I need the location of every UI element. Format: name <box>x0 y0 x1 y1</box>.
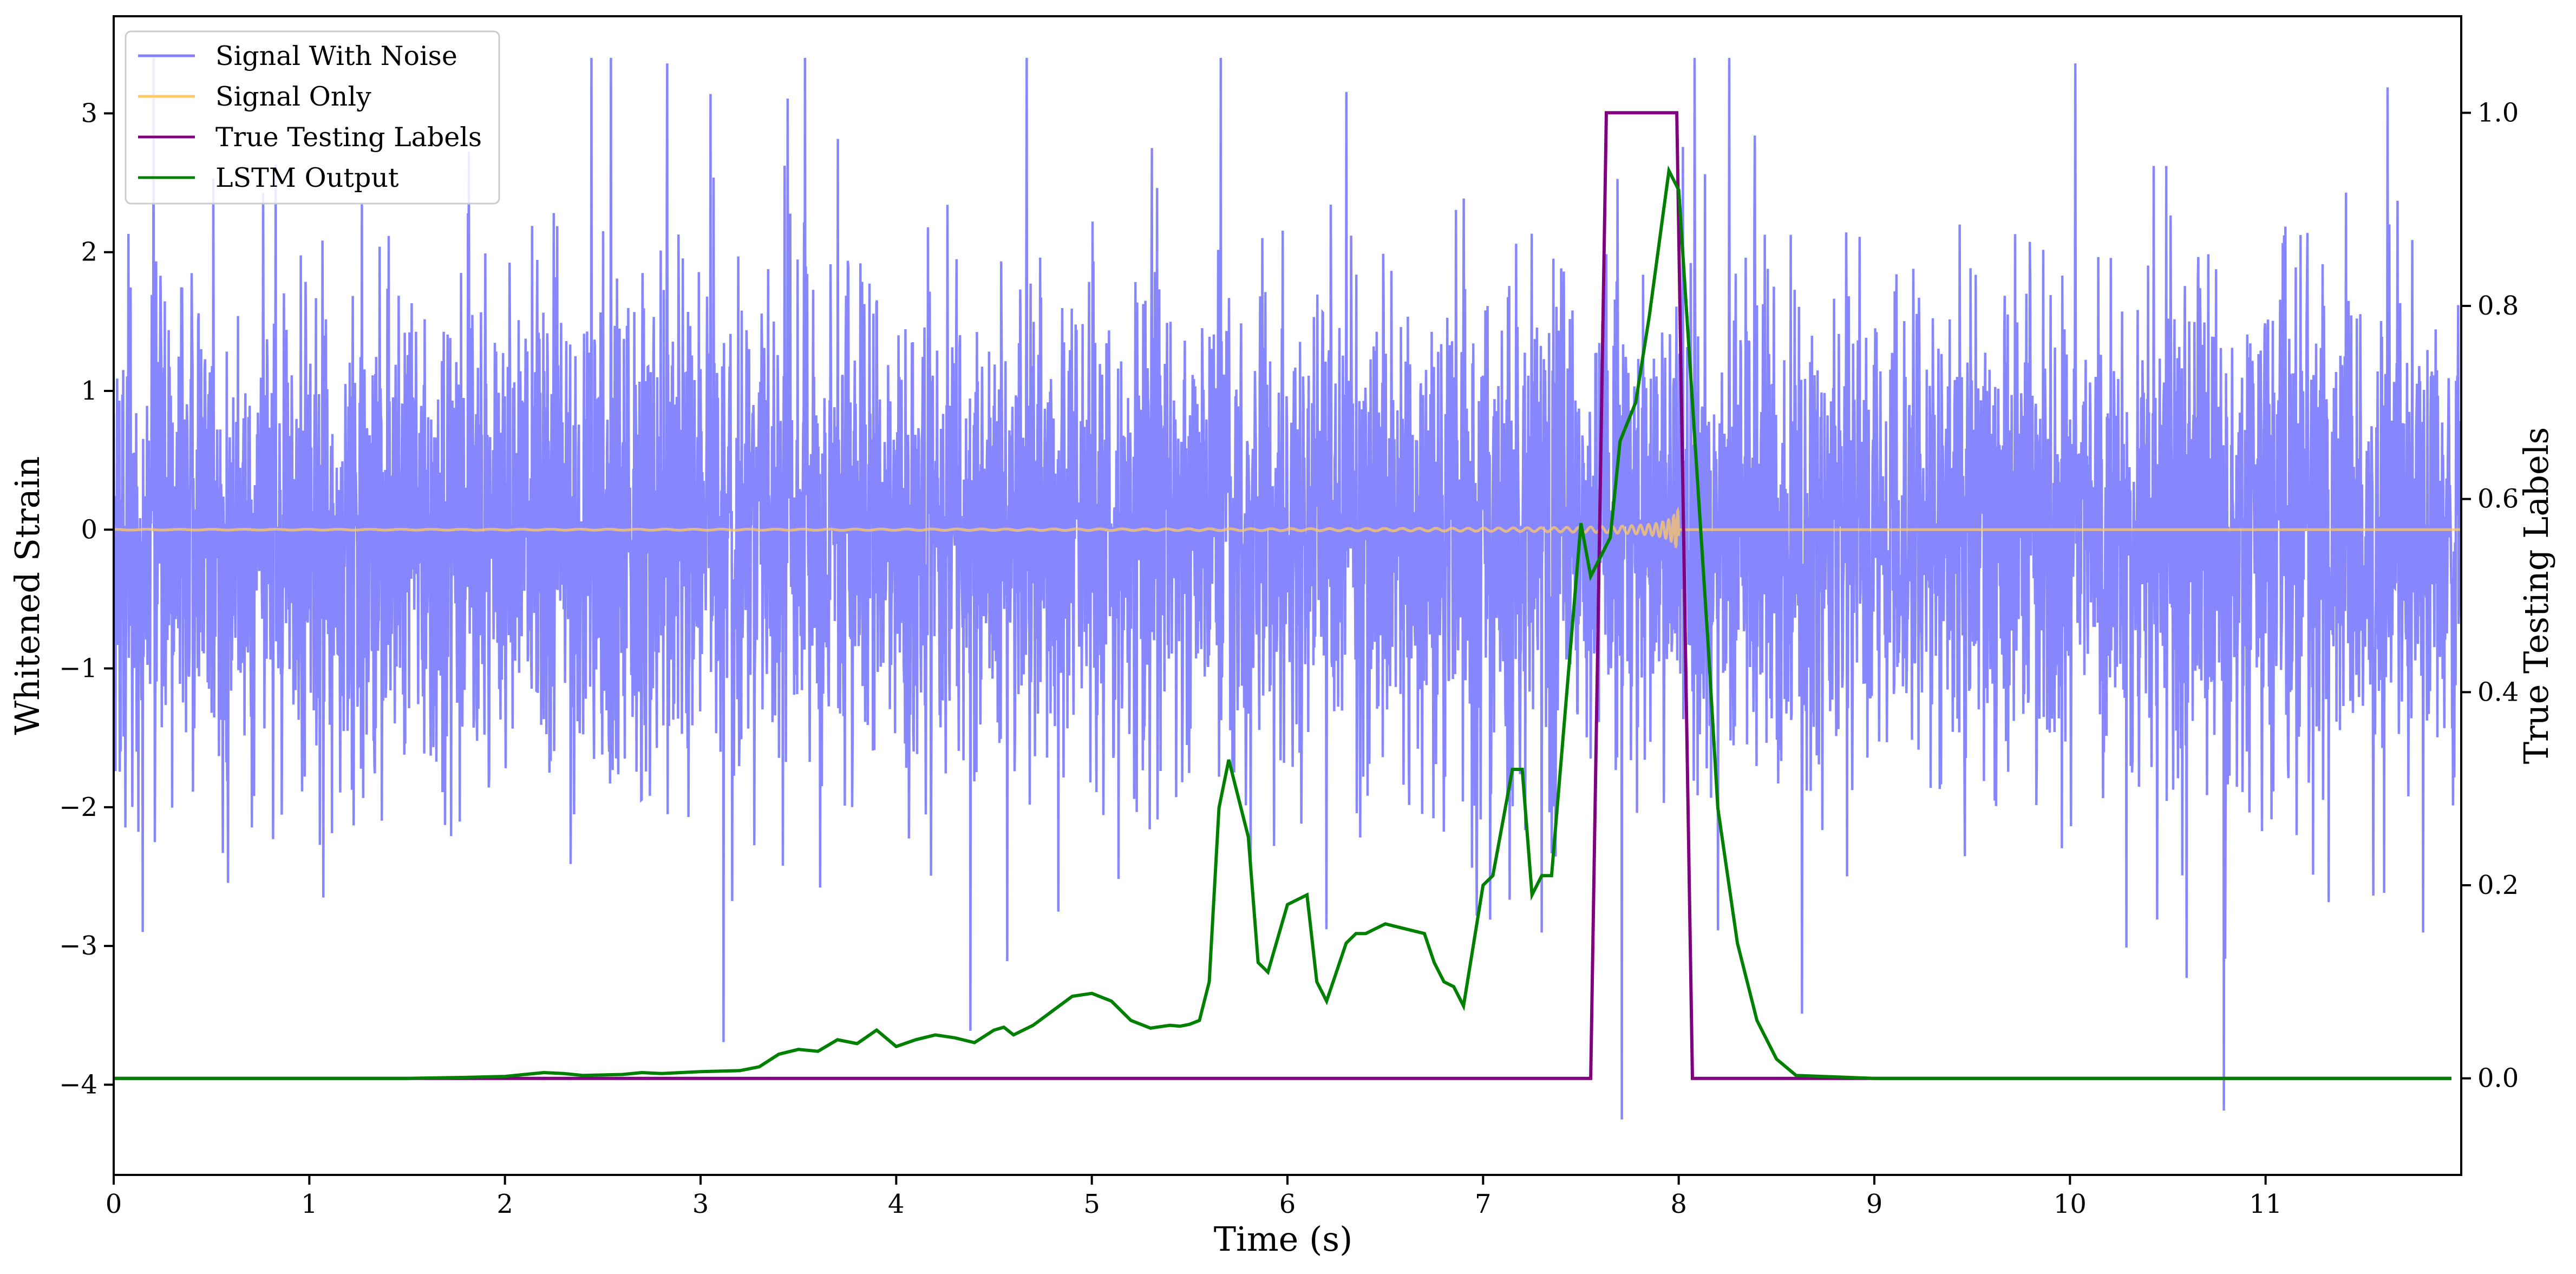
series-signal-with-noise <box>114 57 2461 1120</box>
legend-label-true-testing-labels: True Testing Labels <box>215 122 482 153</box>
x-tick-label-2: 2 <box>496 1189 513 1219</box>
y-tick-label-m2: −2 <box>59 792 97 822</box>
y2-tick-label-0.2: 0.2 <box>2477 870 2519 900</box>
x-tick-label-8: 8 <box>1670 1189 1687 1219</box>
series-true-testing-labels <box>114 111 2451 1080</box>
y-tick-label-m1: −1 <box>59 654 97 684</box>
y-axis-label: Whitened Strain <box>8 456 47 735</box>
legend: Signal With Noise Signal Only True Testi… <box>125 30 500 205</box>
y-tick-label-m3: −3 <box>59 931 97 961</box>
legend-box <box>125 30 500 205</box>
y2-tick-label-0.4: 0.4 <box>2477 677 2519 707</box>
x-axis-label: Time (s) <box>1214 1219 1353 1259</box>
legend-label-signal-with-noise: Signal With Noise <box>215 41 457 71</box>
series-lstm-output <box>114 165 2451 1080</box>
x-tick-label-11: 11 <box>2249 1189 2282 1219</box>
y2-tick-label-0.6: 0.6 <box>2477 484 2519 514</box>
y2-tick-label-0.8: 0.8 <box>2477 291 2519 321</box>
y-tick-label-m4: −4 <box>59 1069 97 1100</box>
y2-axis-ticks: 0.0 0.2 0.4 0.6 0.8 1.0 <box>2461 97 2519 1094</box>
x-tick-label-9: 9 <box>1866 1189 1883 1219</box>
y2-tick-label-1.0: 1.0 <box>2477 97 2519 128</box>
x-tick-label-7: 7 <box>1475 1189 1492 1219</box>
x-tick-label-5: 5 <box>1083 1189 1100 1219</box>
x-tick-label-3: 3 <box>692 1189 709 1219</box>
x-tick-label-0: 0 <box>106 1189 122 1219</box>
y-tick-label-1: 1 <box>81 376 97 406</box>
y-tick-label-0: 0 <box>81 514 97 545</box>
x-tick-label-10: 10 <box>2054 1189 2087 1219</box>
plot-series <box>114 57 2461 1120</box>
y2-tick-label-0.0: 0.0 <box>2477 1063 2519 1094</box>
y-tick-label-2: 2 <box>81 237 97 267</box>
y-tick-label-3: 3 <box>81 98 97 128</box>
x-tick-label-1: 1 <box>301 1189 318 1219</box>
x-tick-label-6: 6 <box>1279 1189 1296 1219</box>
series-signal-only <box>114 506 2461 548</box>
x-axis-ticks: 0 1 2 3 4 5 6 7 8 9 10 11 <box>106 1175 2282 1219</box>
y-axis-ticks: −4 −3 −2 −1 0 1 2 3 <box>59 98 114 1100</box>
x-tick-label-4: 4 <box>888 1189 905 1219</box>
legend-label-signal-only: Signal Only <box>215 81 371 112</box>
y2-axis-label: True Testing Labels <box>2516 427 2556 765</box>
legend-label-lstm-output: LSTM Output <box>215 162 399 193</box>
